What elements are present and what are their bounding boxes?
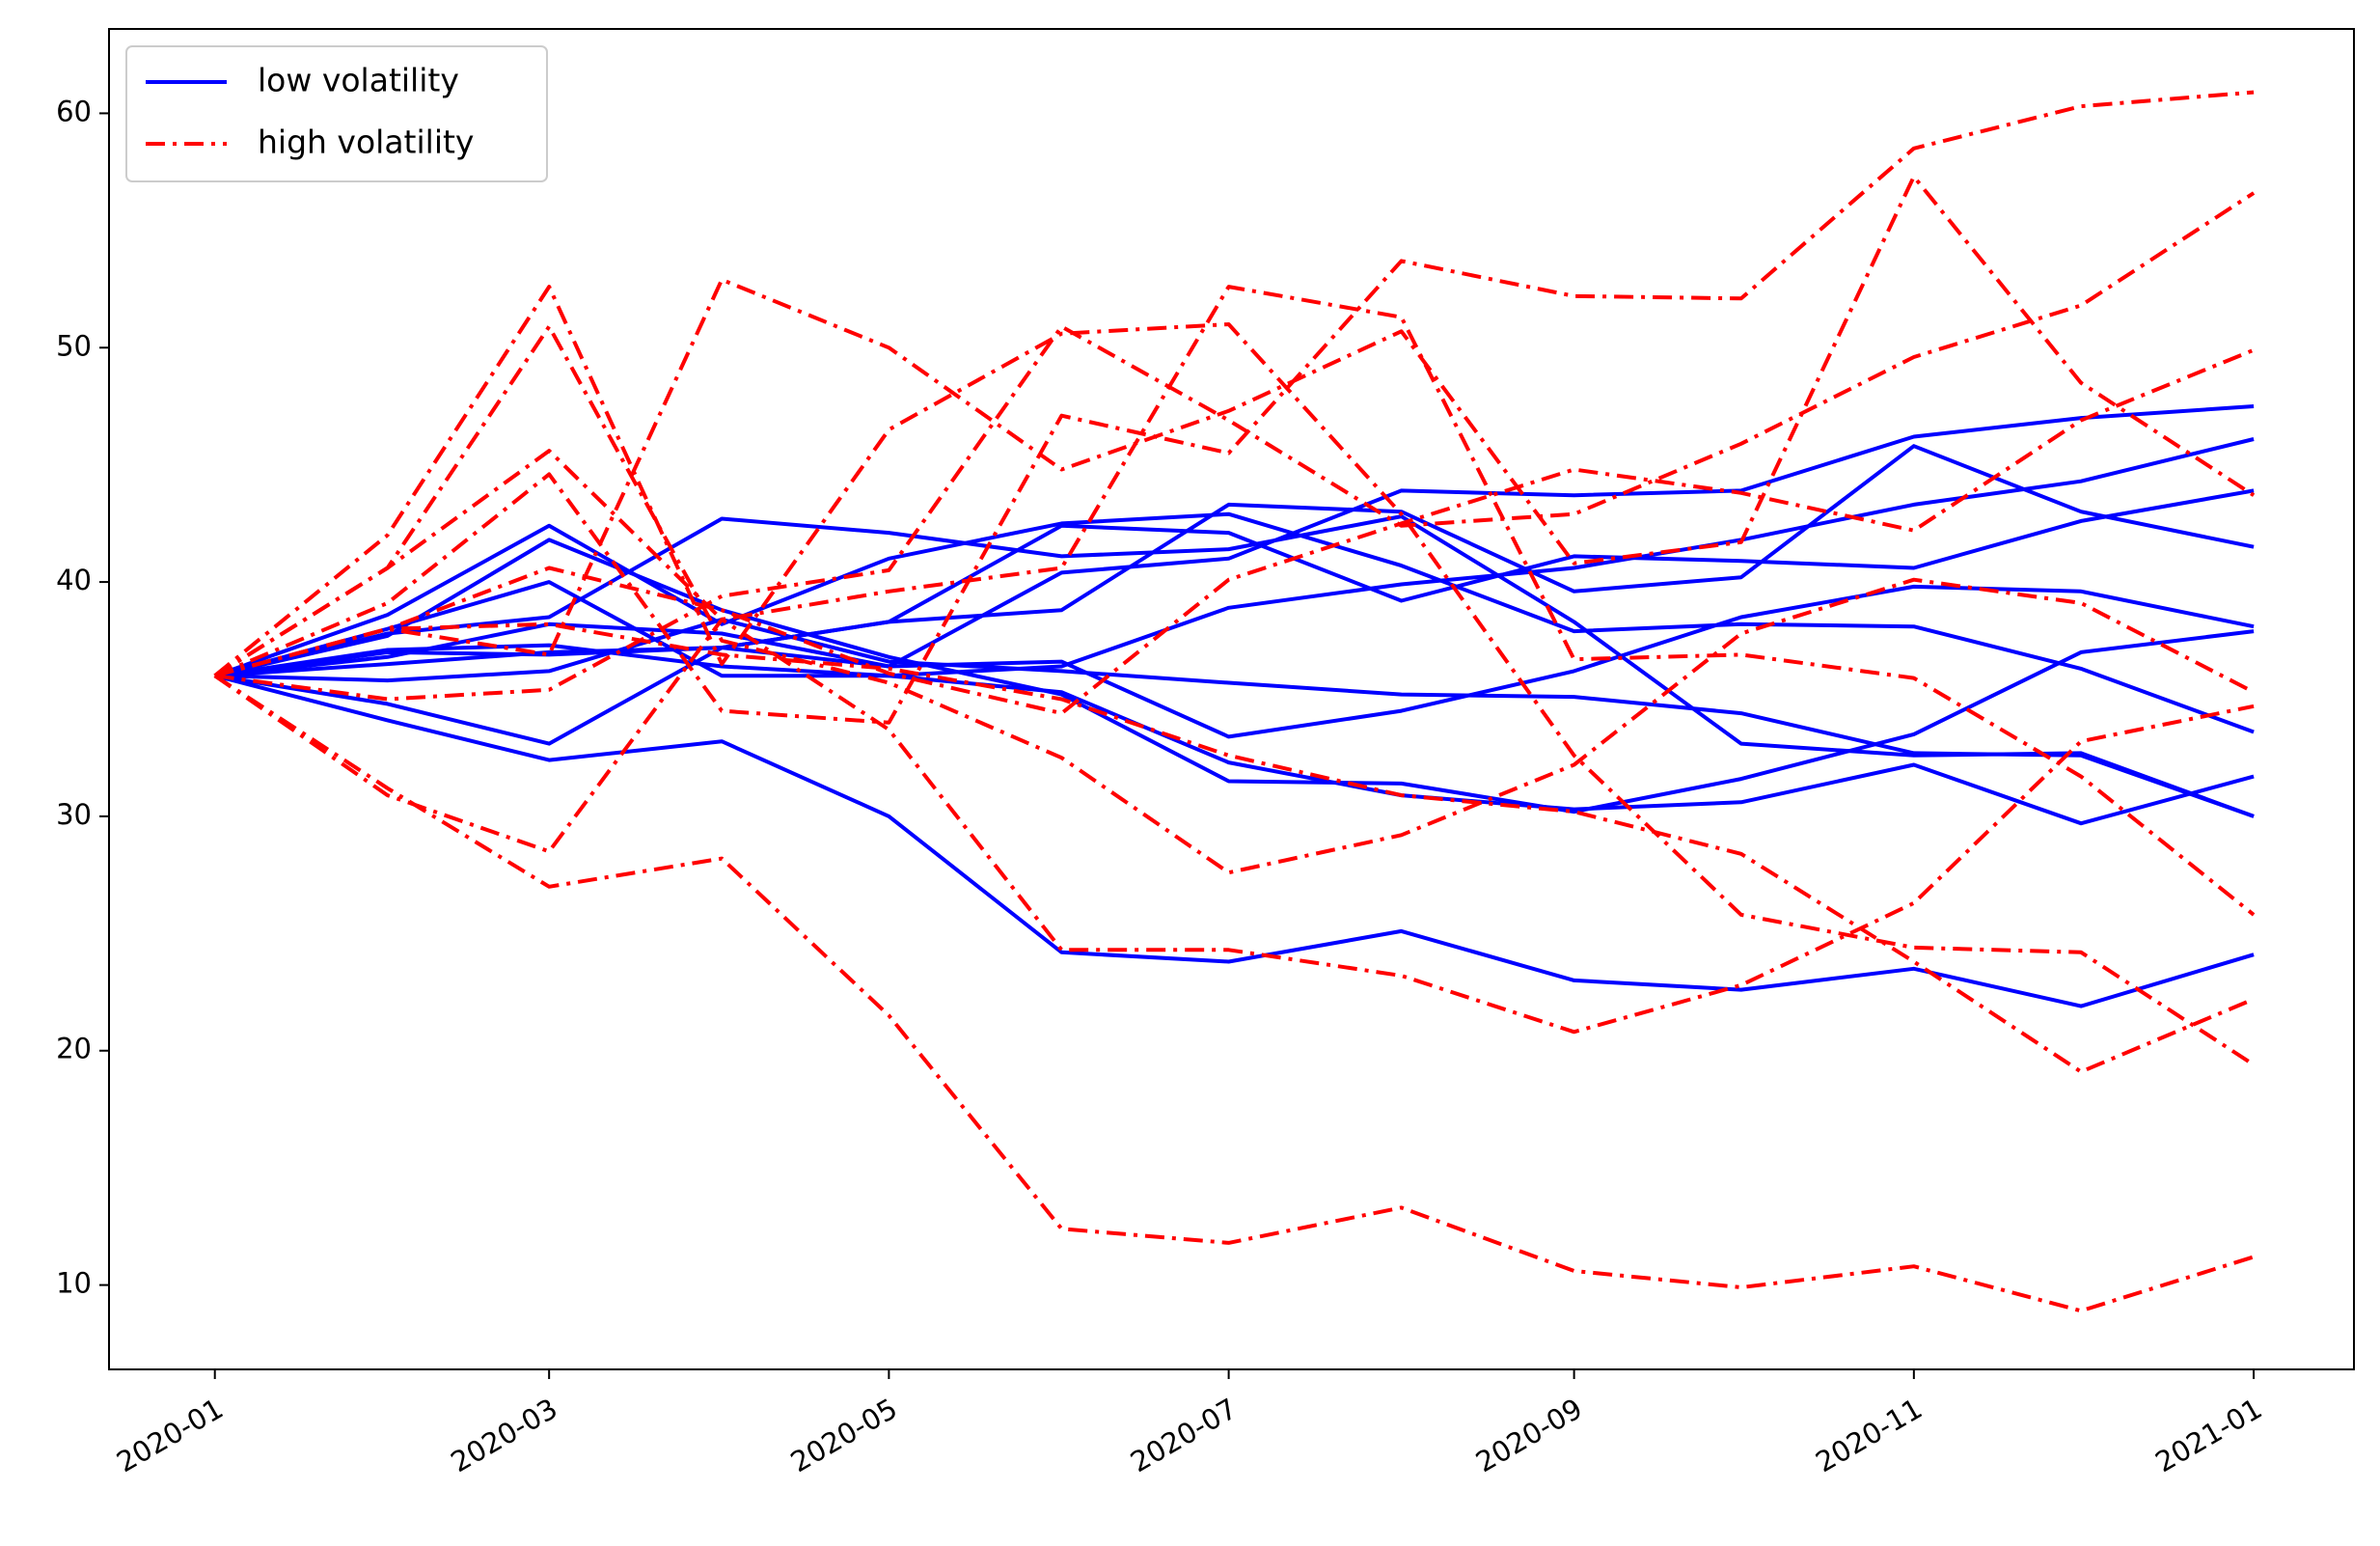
y-tick-label: 30 <box>56 798 92 831</box>
low-volatility-series-line-4 <box>214 584 2255 746</box>
high-volatility-series-line-4 <box>213 617 2255 1035</box>
y-tick-label: 20 <box>56 1033 92 1065</box>
legend: low volatility high volatility <box>125 45 548 182</box>
y-tick-label: 40 <box>56 564 92 596</box>
plot-frame <box>108 28 2355 1370</box>
low-volatility-series-line-9 <box>214 643 2255 826</box>
y-tick-label: 60 <box>56 95 92 127</box>
high-volatility-series-line-9 <box>213 90 2255 725</box>
low-volatility-series-line-6 <box>214 674 2255 1008</box>
high-volatility-series-line-3 <box>214 175 2256 678</box>
low-volatility-series-line-10 <box>214 511 2255 734</box>
low-volatility-series-line-5 <box>214 538 2255 814</box>
low-volatility-series-line-2 <box>214 444 2255 678</box>
series-layer <box>213 90 2256 1313</box>
y-tick-label: 10 <box>56 1267 92 1300</box>
high-volatility-series-line-5 <box>213 324 2256 875</box>
low-volatility-series-line-8 <box>214 404 2255 678</box>
legend-box <box>125 45 548 182</box>
legend-label-low-volatility: low volatility <box>258 62 459 99</box>
low-volatility-series-line-11 <box>214 514 2255 818</box>
y-axis: 10 20 30 40 50 60 <box>56 95 109 1300</box>
high-volatility-series-line-10 <box>213 674 2255 1313</box>
low-volatility-series-line-7 <box>214 488 2255 678</box>
y-tick-label: 50 <box>56 329 92 362</box>
low-volatility-series-line-3 <box>214 617 2255 818</box>
high-volatility-series-line-7 <box>214 347 2255 716</box>
high-volatility-series-line-6 <box>214 191 2256 702</box>
high-volatility-series-line-1 <box>213 285 2256 1066</box>
low-volatility-series-line-1 <box>214 437 2255 678</box>
legend-label-high-volatility: high volatility <box>258 124 474 161</box>
high-volatility-series-line-2 <box>213 285 2256 917</box>
